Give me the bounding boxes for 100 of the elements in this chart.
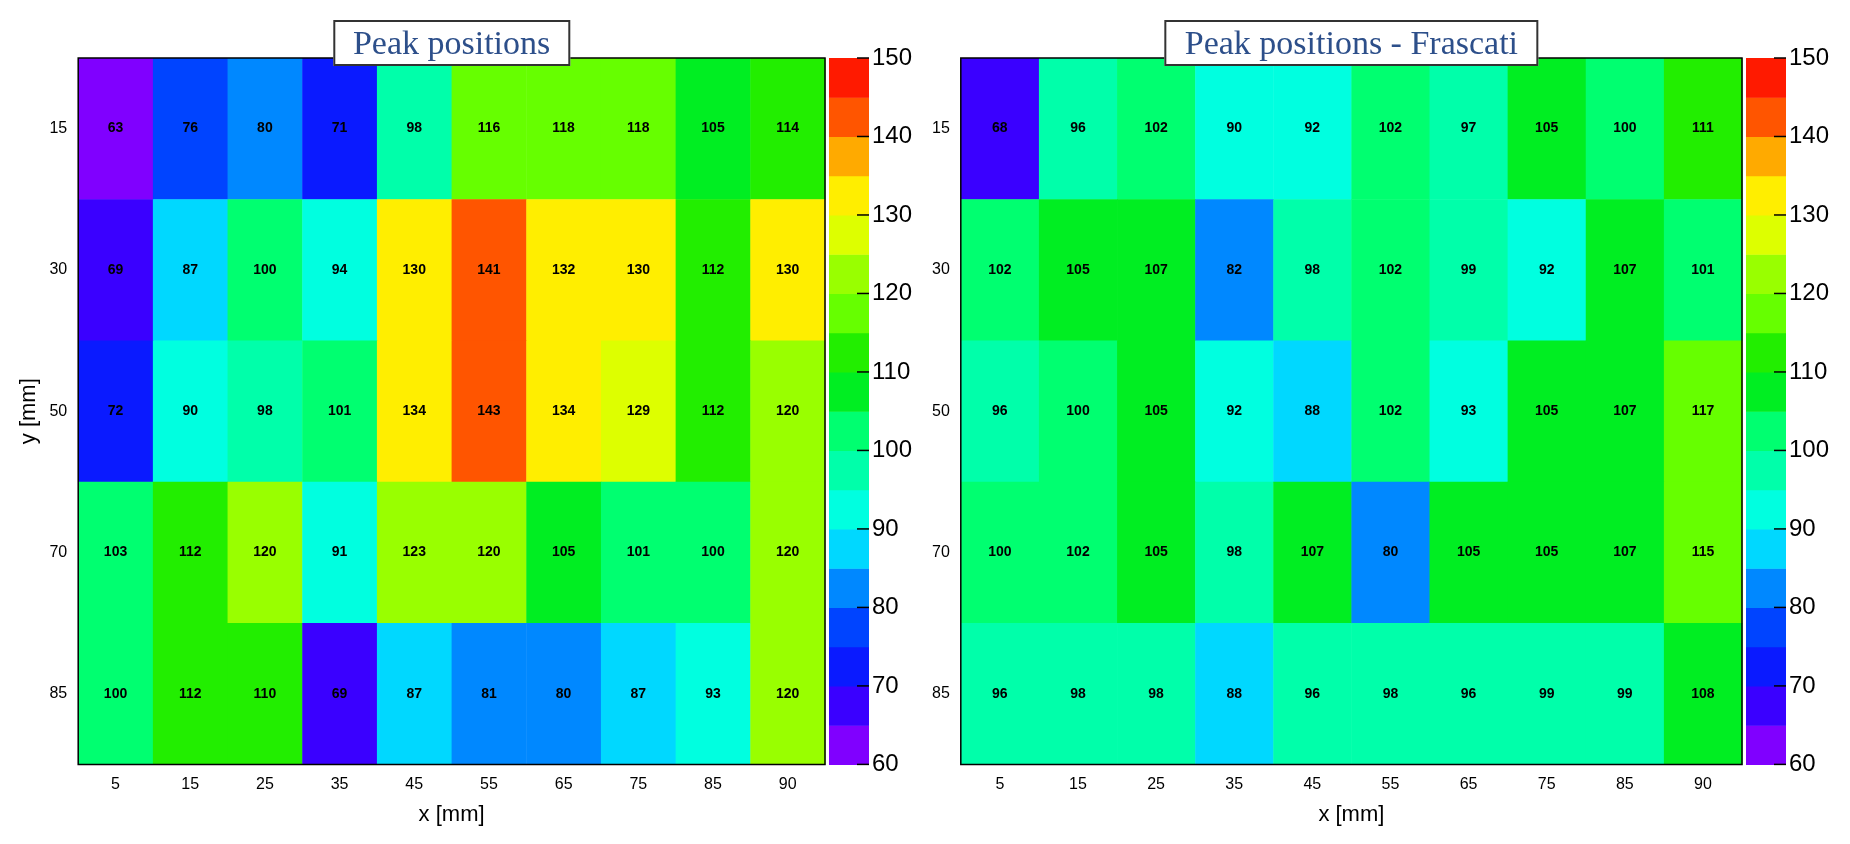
data-label: 120 bbox=[775, 543, 800, 560]
color-bar-label: 150 bbox=[872, 42, 913, 70]
color-bar-label: 90 bbox=[1789, 513, 1816, 541]
data-label: 96 bbox=[1304, 684, 1321, 701]
data-label: 102 bbox=[1378, 119, 1403, 136]
data-label: 98 bbox=[406, 119, 423, 136]
data-label: 101 bbox=[327, 402, 352, 419]
color-bar-label: 100 bbox=[872, 435, 913, 463]
data-label: 90 bbox=[182, 402, 199, 419]
data-label: 105 bbox=[1066, 260, 1090, 277]
data-label: 107 bbox=[1613, 543, 1637, 560]
data-label: 134 bbox=[551, 402, 576, 419]
data-label: 99 bbox=[1538, 684, 1555, 701]
data-label: 105 bbox=[1535, 543, 1559, 560]
data-label: 129 bbox=[626, 402, 651, 419]
data-label: 111 bbox=[1692, 119, 1715, 136]
color-bar-label: 60 bbox=[1789, 749, 1816, 777]
data-label: 130 bbox=[775, 260, 800, 277]
x-tick-label: 75 bbox=[1537, 775, 1556, 793]
data-label: 105 bbox=[1535, 119, 1559, 136]
data-label: 110 bbox=[253, 684, 277, 701]
data-label: 96 bbox=[1070, 119, 1086, 136]
data-label: 120 bbox=[253, 543, 277, 560]
color-bar-label: 150 bbox=[1789, 42, 1830, 70]
data-label: 107 bbox=[1613, 260, 1637, 277]
y-tick-label: 70 bbox=[932, 542, 950, 560]
data-label: 132 bbox=[551, 260, 576, 277]
x-tick-label: 35 bbox=[1225, 775, 1244, 793]
chart-title: Peak positions - Frascati bbox=[1164, 20, 1539, 66]
color-bar-label: 70 bbox=[1789, 670, 1816, 698]
data-label: 102 bbox=[1378, 402, 1403, 419]
color-bar-label: 110 bbox=[872, 356, 911, 384]
data-label: 98 bbox=[1382, 684, 1399, 701]
data-label: 80 bbox=[257, 119, 273, 136]
data-label: 96 bbox=[992, 684, 1008, 701]
y-tick-label: 85 bbox=[932, 684, 950, 702]
y-tick-label: 50 bbox=[49, 401, 68, 419]
data-label: 118 bbox=[552, 119, 576, 136]
data-label: 96 bbox=[1460, 684, 1477, 701]
color-bar-label: 140 bbox=[872, 121, 913, 149]
x-tick-label: 55 bbox=[480, 775, 498, 793]
data-label: 80 bbox=[555, 684, 572, 701]
data-label: 112 bbox=[178, 684, 202, 701]
data-label: 98 bbox=[1148, 684, 1165, 701]
data-label: 63 bbox=[107, 119, 124, 136]
data-label: 98 bbox=[1304, 260, 1321, 277]
data-label: 114 bbox=[776, 119, 800, 136]
color-bar-label: 80 bbox=[1789, 592, 1816, 620]
data-label: 100 bbox=[1066, 402, 1090, 419]
data-label: 93 bbox=[1460, 402, 1477, 419]
data-label: 107 bbox=[1300, 543, 1325, 560]
data-label: 76 bbox=[182, 119, 199, 136]
data-label: 105 bbox=[1535, 402, 1559, 419]
x-tick-label: 25 bbox=[1147, 775, 1166, 793]
data-label: 98 bbox=[1070, 684, 1086, 701]
data-label: 100 bbox=[253, 260, 277, 277]
data-label: 68 bbox=[992, 119, 1008, 136]
data-label: 100 bbox=[988, 543, 1012, 560]
data-label: 105 bbox=[1144, 402, 1168, 419]
data-label: 99 bbox=[1617, 684, 1633, 701]
x-tick-label: 5 bbox=[995, 775, 1005, 793]
data-label: 116 bbox=[477, 119, 501, 136]
color-bar-label: 70 bbox=[872, 670, 899, 698]
data-label: 120 bbox=[477, 543, 501, 560]
data-label: 130 bbox=[626, 260, 651, 277]
data-label: 115 bbox=[1691, 543, 1715, 560]
y-tick-label: 70 bbox=[49, 542, 68, 560]
y-axis-title: y [mm] bbox=[15, 378, 41, 445]
data-label: 112 bbox=[701, 402, 725, 419]
data-label: 118 bbox=[627, 119, 650, 136]
color-bar-label: 140 bbox=[1789, 121, 1830, 149]
data-label: 112 bbox=[701, 260, 725, 277]
data-label: 80 bbox=[1382, 543, 1399, 560]
data-label: 88 bbox=[1304, 402, 1321, 419]
data-label: 102 bbox=[1378, 260, 1403, 277]
color-bar-label: 60 bbox=[872, 749, 899, 777]
data-label: 102 bbox=[1066, 543, 1090, 560]
x-tick-label: 45 bbox=[1303, 775, 1322, 793]
y-tick-label: 30 bbox=[932, 260, 950, 278]
y-tick-label: 50 bbox=[932, 401, 950, 419]
data-label: 112 bbox=[178, 543, 202, 560]
data-label: 107 bbox=[1144, 260, 1168, 277]
x-tick-label: 15 bbox=[181, 775, 200, 793]
data-label: 105 bbox=[551, 543, 576, 560]
data-label: 69 bbox=[107, 260, 124, 277]
color-bar-label: 80 bbox=[872, 592, 899, 620]
y-tick-label: 30 bbox=[49, 260, 68, 278]
data-label: 100 bbox=[1613, 119, 1637, 136]
data-label: 69 bbox=[331, 684, 348, 701]
x-tick-label: 5 bbox=[111, 775, 121, 793]
data-label: 92 bbox=[1538, 260, 1555, 277]
x-tick-label: 55 bbox=[1381, 775, 1400, 793]
data-label: 120 bbox=[775, 684, 800, 701]
data-label: 130 bbox=[402, 260, 427, 277]
x-tick-label: 85 bbox=[704, 775, 722, 793]
data-label: 94 bbox=[331, 260, 348, 277]
data-label: 93 bbox=[705, 684, 721, 701]
data-label: 141 bbox=[477, 260, 501, 277]
color-bar-label: 130 bbox=[1789, 199, 1830, 227]
x-tick-label: 15 bbox=[1069, 775, 1087, 793]
